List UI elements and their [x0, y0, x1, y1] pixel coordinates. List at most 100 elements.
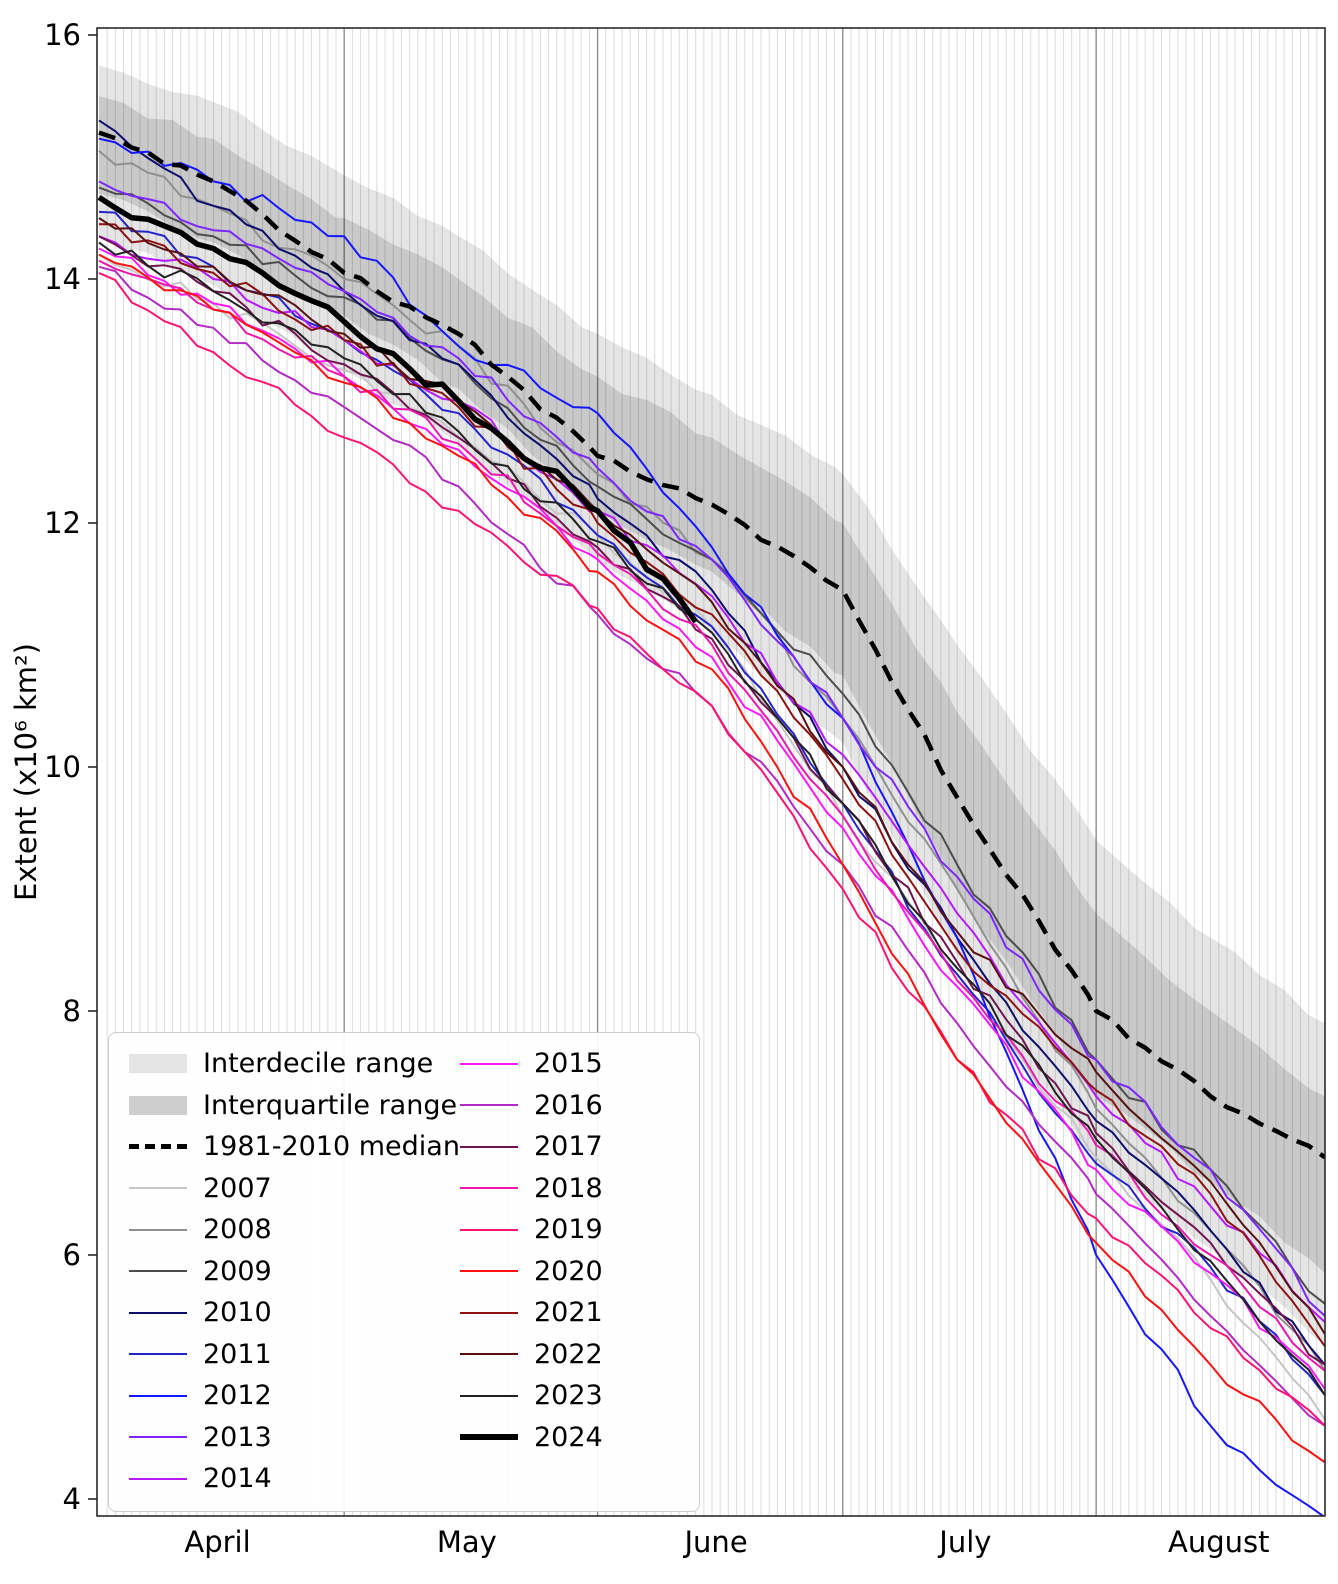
- legend-item-2020: 2020: [459, 1251, 699, 1293]
- y-tick-label-12: 12: [44, 506, 81, 540]
- legend-label: Interdecile range: [203, 1048, 434, 1080]
- legend-item-2019: 2019: [459, 1209, 699, 1251]
- y-tick-label-8: 8: [63, 994, 81, 1028]
- legend-label: 1981-2010 median: [203, 1131, 460, 1163]
- line-icon: [459, 1187, 518, 1190]
- line-icon: [459, 1353, 518, 1356]
- range-patch-icon: [129, 1054, 187, 1074]
- legend-label: 2022: [533, 1338, 603, 1370]
- legend-label: Interquartile range: [203, 1089, 458, 1121]
- legend-swatch-line: [129, 1436, 187, 1439]
- legend-label: 2007: [203, 1172, 272, 1204]
- series-2019: [98, 271, 1325, 1427]
- line-icon: [129, 1477, 187, 1480]
- legend-swatch-line: [459, 1062, 518, 1065]
- x-axis: April May June July August: [184, 1525, 1269, 1559]
- y-tick-label-10: 10: [44, 750, 81, 784]
- legend-swatch-line: [459, 1104, 518, 1107]
- range-patch-icon: [129, 1095, 187, 1115]
- legend-item-2013: 2013: [129, 1417, 460, 1459]
- x-tick-label-may: May: [437, 1525, 497, 1559]
- legend-label: 2023: [533, 1380, 603, 1412]
- line-icon: [129, 1353, 187, 1356]
- legend-label: 2009: [203, 1255, 272, 1287]
- legend-label: 2014: [203, 1463, 272, 1495]
- legend-item-2011: 2011: [129, 1334, 460, 1376]
- legend-item-2018: 2018: [459, 1168, 699, 1210]
- band-interdecile: [99, 65, 1325, 1347]
- series-2022: [98, 217, 1325, 1335]
- series-2010: [98, 119, 1325, 1366]
- legend-item-2009: 2009: [129, 1251, 460, 1293]
- line-icon: [129, 1270, 187, 1273]
- legend-item-2007: 2007: [129, 1168, 460, 1210]
- series-2023: [98, 241, 1325, 1396]
- x-tick-label-august: August: [1168, 1525, 1270, 1559]
- legend-item-2024: 2024: [459, 1417, 699, 1459]
- legend-swatch-line: [129, 1311, 187, 1314]
- x-tick-label-april: April: [184, 1525, 250, 1559]
- legend-label: 2017: [533, 1131, 603, 1163]
- legend-swatch-patch: [129, 1054, 187, 1074]
- legend-label: 2016: [533, 1089, 603, 1121]
- legend-swatch-line: [459, 1353, 518, 1356]
- x-tick-label-july: July: [937, 1525, 991, 1559]
- legend-swatch-line: [129, 1270, 187, 1273]
- legend-label: 2021: [533, 1297, 603, 1329]
- line-icon: [459, 1394, 518, 1397]
- y-axis-label: Extent (x10⁶ km²): [9, 643, 43, 901]
- series-2021: [98, 223, 1325, 1348]
- legend-swatch-line: [459, 1228, 518, 1231]
- y-tick-label-4: 4: [63, 1482, 81, 1516]
- legend-swatch-line: [129, 1187, 187, 1190]
- line-icon: [129, 1311, 187, 1314]
- legend-swatch-line: [129, 1477, 187, 1480]
- plot-area: [97, 65, 1325, 1516]
- line-icon: [459, 1311, 518, 1314]
- legend-label: 2008: [203, 1214, 272, 1246]
- legend-swatch-line: [129, 1353, 187, 1356]
- line-icon: [459, 1228, 518, 1231]
- band-interquartile: [99, 96, 1325, 1274]
- series-2017: [98, 235, 1325, 1366]
- line-icon: [129, 1187, 187, 1190]
- legend-swatch-line: [459, 1145, 518, 1148]
- line-icon: [129, 1228, 187, 1231]
- legend-item-2017: 2017: [459, 1126, 699, 1168]
- legend-item-2016: 2016: [459, 1085, 699, 1127]
- legend-item-2022: 2022: [459, 1334, 699, 1376]
- axes-frame: [96, 27, 1326, 1517]
- legend-item-2008: 2008: [129, 1209, 460, 1251]
- dashed-line-icon: [129, 1144, 187, 1150]
- legend-column-1: Interdecile range Interquartile range 1981…: [129, 1043, 460, 1501]
- legend-swatch-patch: [129, 1095, 187, 1115]
- legend-swatch-line: [459, 1394, 518, 1397]
- legend-item-interdecile-range: Interdecile range: [129, 1043, 460, 1085]
- legend-label: 2015: [533, 1048, 603, 1080]
- legend-item-2021: 2021: [459, 1292, 699, 1334]
- legend-item-2014: 2014: [129, 1458, 460, 1500]
- legend-label: 2024: [533, 1421, 603, 1453]
- legend-swatch-line: [129, 1228, 187, 1231]
- legend-item-interquartile-range: Interquartile range: [129, 1085, 460, 1127]
- legend-item-2015: 2015: [459, 1043, 699, 1085]
- median-line: [98, 130, 1325, 1160]
- legend-swatch-line: [129, 1394, 187, 1397]
- line-icon: [459, 1434, 518, 1441]
- series-2014: [98, 235, 1325, 1323]
- legend-item-1981-2010-median: 1981-2010 median: [129, 1126, 460, 1168]
- x-tick-label-june: June: [683, 1525, 748, 1559]
- y-tick-label-16: 16: [44, 18, 81, 52]
- legend-item-2010: 2010: [129, 1292, 460, 1334]
- legend-item-2012: 2012: [129, 1375, 460, 1417]
- line-icon: [129, 1436, 187, 1439]
- line-icon: [459, 1145, 518, 1148]
- legend-label: 2011: [203, 1338, 272, 1370]
- legend-label: 2012: [203, 1380, 272, 1412]
- y-axis: 16 14 12 10 8 6 4: [44, 18, 97, 1516]
- legend-swatch-line: [459, 1434, 518, 1441]
- legend-label: 2018: [533, 1172, 603, 1204]
- legend-label: 2010: [203, 1297, 272, 1329]
- legend-label: 2020: [533, 1255, 603, 1287]
